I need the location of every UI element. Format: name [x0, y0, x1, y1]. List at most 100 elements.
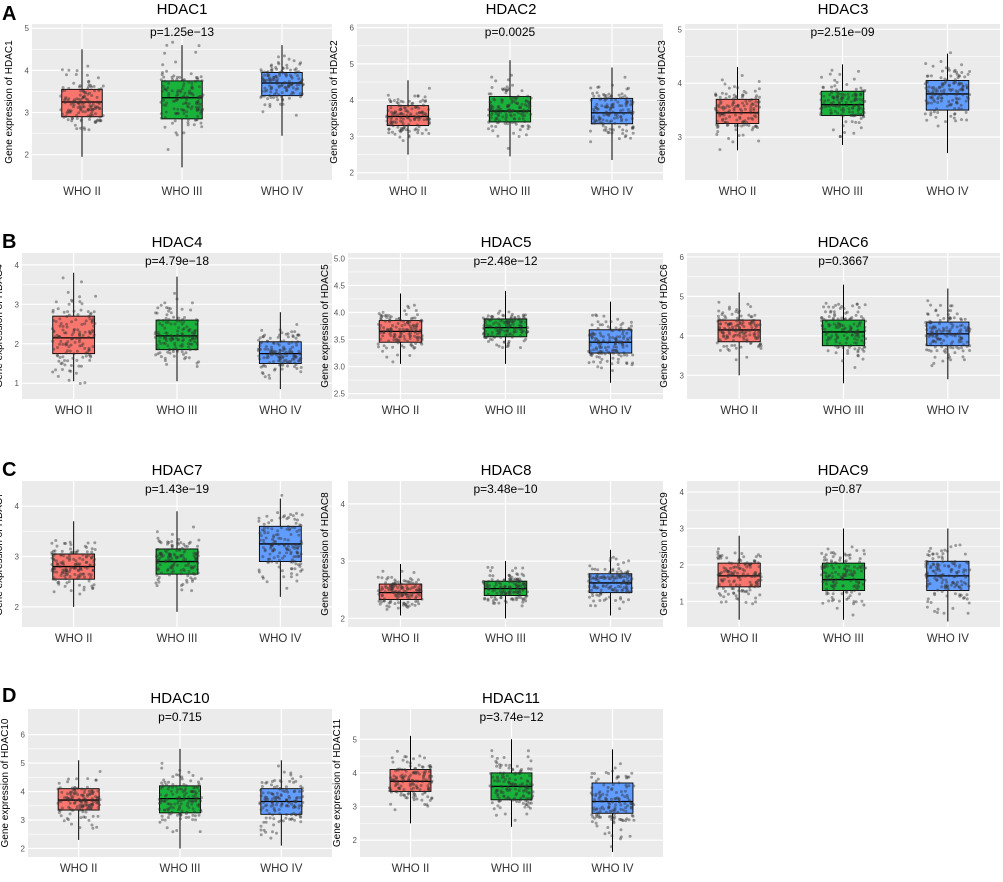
data-point — [734, 583, 738, 587]
data-point — [524, 799, 528, 803]
data-point — [379, 313, 383, 317]
data-point — [181, 339, 185, 343]
data-point — [952, 575, 956, 579]
data-point — [619, 109, 622, 113]
data-point — [737, 589, 741, 593]
data-point — [400, 129, 403, 133]
data-point — [499, 784, 503, 788]
data-point — [170, 337, 174, 341]
data-point — [283, 352, 287, 356]
data-point — [404, 312, 408, 316]
data-point — [617, 573, 621, 577]
data-point — [966, 72, 970, 76]
data-point — [286, 364, 289, 368]
data-point — [741, 101, 744, 105]
data-point — [413, 603, 417, 607]
data-point — [610, 809, 614, 813]
data-point — [164, 110, 168, 114]
data-point — [57, 808, 61, 812]
data-point — [719, 100, 723, 104]
data-point — [495, 789, 499, 793]
data-point — [949, 358, 953, 362]
data-point — [199, 808, 203, 812]
data-point — [721, 118, 724, 122]
data-point — [81, 89, 85, 93]
data-point — [497, 779, 501, 783]
data-point — [825, 104, 829, 108]
data-point — [853, 96, 857, 100]
data-point — [265, 780, 269, 784]
data-point — [823, 99, 827, 103]
data-point — [630, 112, 634, 116]
data-point — [632, 784, 636, 788]
data-point — [752, 321, 756, 325]
data-point — [830, 599, 834, 603]
data-point — [407, 580, 411, 584]
data-point — [749, 111, 753, 115]
data-point — [405, 109, 409, 113]
data-point — [181, 553, 185, 557]
data-point — [625, 588, 628, 591]
data-point — [293, 818, 296, 822]
data-point — [394, 580, 398, 584]
data-point — [424, 778, 428, 782]
data-point — [288, 347, 292, 351]
data-point — [842, 307, 846, 310]
data-point — [396, 101, 400, 105]
data-point — [170, 75, 174, 79]
data-point — [824, 571, 828, 575]
data-point — [852, 77, 856, 81]
data-point — [277, 820, 281, 824]
data-point — [418, 754, 422, 758]
data-point — [941, 329, 945, 333]
data-point — [390, 585, 393, 588]
data-point — [508, 108, 512, 112]
data-point — [965, 95, 969, 99]
data-point — [745, 123, 748, 127]
data-point — [930, 364, 934, 368]
data-point — [181, 333, 185, 337]
data-point — [286, 335, 290, 339]
data-point — [935, 611, 939, 614]
data-point — [514, 577, 518, 581]
data-point — [864, 319, 867, 323]
data-point — [72, 328, 76, 332]
data-point — [862, 115, 866, 119]
data-point — [90, 555, 94, 559]
data-point — [957, 340, 961, 344]
data-point — [60, 571, 64, 575]
data-point — [836, 317, 840, 321]
data-point — [398, 767, 402, 771]
data-point — [175, 773, 179, 777]
data-point — [73, 786, 77, 790]
data-point — [262, 541, 266, 545]
data-point — [274, 533, 278, 537]
data-point — [89, 807, 93, 811]
data-point — [72, 81, 76, 85]
data-point — [269, 544, 273, 548]
data-point — [173, 341, 177, 345]
data-point — [178, 547, 182, 551]
data-point — [391, 778, 394, 782]
data-point — [165, 88, 169, 92]
data-point — [65, 325, 69, 329]
data-point — [511, 96, 515, 100]
data-point — [63, 359, 66, 362]
data-point — [272, 547, 276, 551]
data-point — [850, 572, 854, 575]
data-point — [392, 338, 396, 342]
data-point — [84, 91, 88, 94]
data-point — [960, 71, 964, 74]
data-point — [836, 346, 840, 349]
data-point — [184, 816, 188, 819]
data-point — [170, 544, 174, 548]
data-point — [495, 756, 499, 760]
data-point — [87, 804, 91, 807]
data-point — [285, 88, 289, 92]
data-point — [83, 91, 87, 95]
data-point — [626, 338, 630, 342]
data-point — [406, 104, 410, 108]
data-point — [587, 349, 591, 353]
data-point — [622, 575, 626, 579]
data-point — [611, 102, 615, 106]
